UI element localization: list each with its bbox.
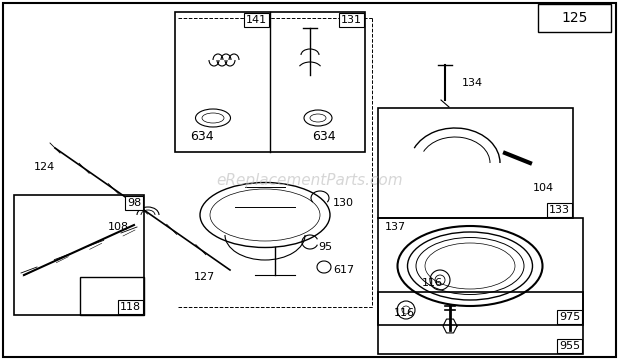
Bar xyxy=(378,218,583,325)
Text: 131: 131 xyxy=(341,15,362,25)
Text: 617: 617 xyxy=(333,265,354,275)
Text: 955: 955 xyxy=(559,341,580,351)
Text: 116: 116 xyxy=(422,278,443,288)
Text: 124: 124 xyxy=(34,162,55,172)
Text: 975: 975 xyxy=(559,312,580,322)
Bar xyxy=(538,4,611,32)
Bar xyxy=(14,195,144,315)
Text: 118: 118 xyxy=(120,302,141,312)
Bar xyxy=(378,292,583,354)
Text: 130: 130 xyxy=(333,198,354,208)
Text: 634: 634 xyxy=(312,130,335,143)
Text: 634: 634 xyxy=(190,130,214,143)
Text: 125: 125 xyxy=(561,11,588,25)
Bar xyxy=(378,108,573,218)
Text: 95: 95 xyxy=(318,242,332,252)
Text: 116: 116 xyxy=(394,308,415,318)
Text: 108: 108 xyxy=(108,222,129,232)
Text: 98: 98 xyxy=(126,198,141,208)
Text: 137: 137 xyxy=(385,222,406,232)
Bar xyxy=(175,12,365,152)
Bar xyxy=(80,277,144,315)
Text: 134: 134 xyxy=(462,78,483,88)
Text: 127: 127 xyxy=(194,272,215,282)
Text: 104: 104 xyxy=(533,183,554,193)
Text: 141: 141 xyxy=(246,15,267,25)
Text: eReplacementParts.com: eReplacementParts.com xyxy=(216,173,404,188)
Text: 133: 133 xyxy=(549,205,570,215)
